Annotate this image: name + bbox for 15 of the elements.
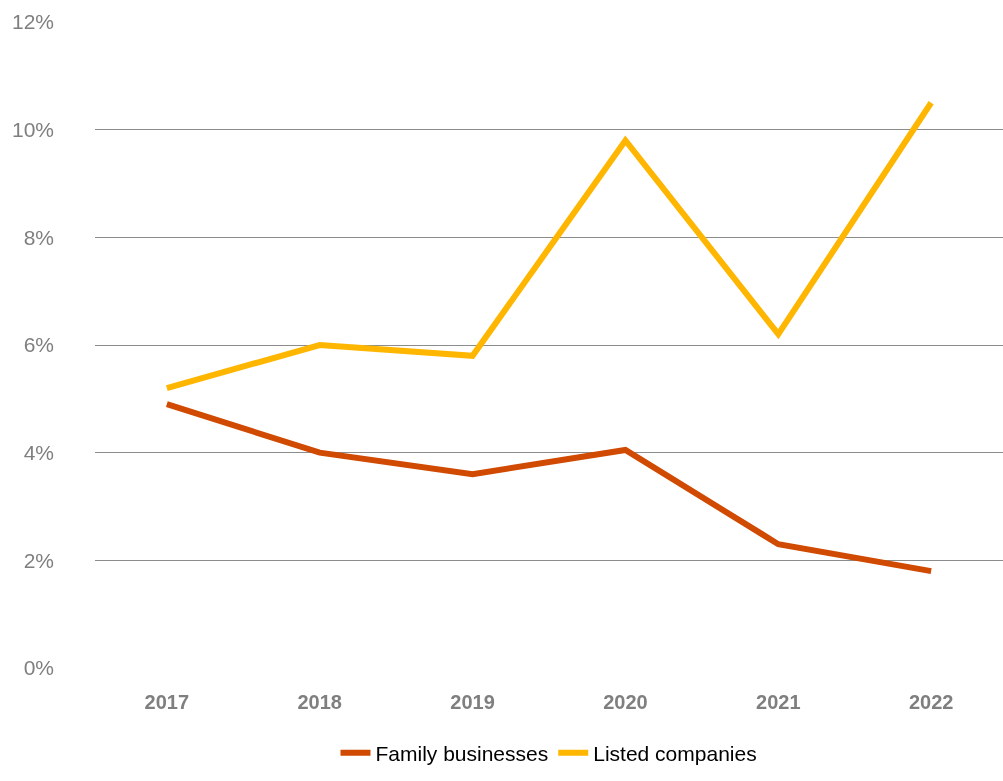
y-tick-label: 0% xyxy=(23,656,54,680)
x-tick-label: 2017 xyxy=(144,691,190,713)
y-tick-label: 10% xyxy=(11,118,54,142)
x-tick-label: 2020 xyxy=(603,691,648,713)
y-tick-label: 12% xyxy=(11,10,54,34)
x-tick-label: 2019 xyxy=(450,691,495,713)
legend-label: Family businesses xyxy=(375,741,549,765)
y-tick-label: 2% xyxy=(23,548,54,572)
x-tick-label: 2022 xyxy=(908,691,954,713)
y-tick-label: 4% xyxy=(23,441,54,465)
y-tick-label: 6% xyxy=(23,333,54,357)
x-tick-label: 2018 xyxy=(297,691,342,713)
x-tick-label: 2021 xyxy=(756,691,801,713)
legend-label: Listed companies xyxy=(593,741,757,765)
y-tick-label: 8% xyxy=(23,225,54,249)
